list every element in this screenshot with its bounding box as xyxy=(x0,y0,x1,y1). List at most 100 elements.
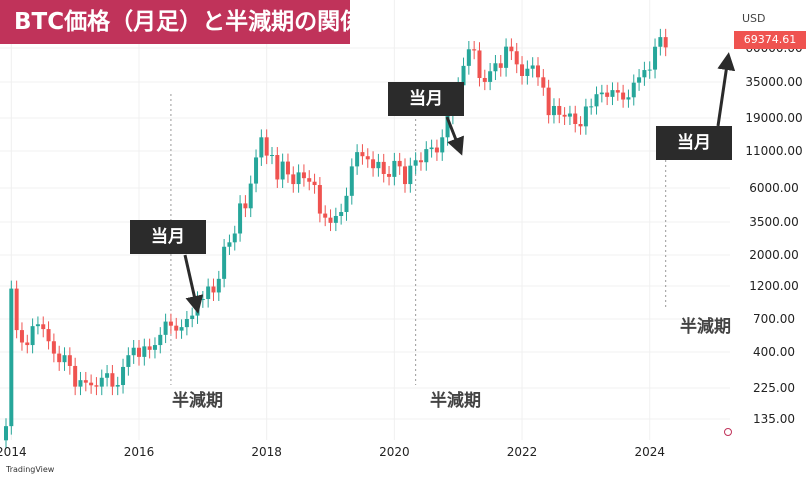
candle-body xyxy=(19,330,24,343)
candle-body xyxy=(642,70,647,78)
y-tick-label: 6000.00 xyxy=(749,181,799,195)
candle-body xyxy=(126,355,131,367)
candle-body xyxy=(466,49,471,66)
last-price-tag: 69374.61 xyxy=(734,31,806,49)
candle-body xyxy=(605,92,610,97)
candle-body xyxy=(376,161,381,169)
candle-body xyxy=(434,147,439,153)
callout-2016: 当月 xyxy=(130,220,206,254)
x-tick-label: 2024 xyxy=(634,445,665,459)
y-tick-label: 3500.00 xyxy=(749,215,799,229)
candle-body xyxy=(493,63,498,72)
callout-arrows xyxy=(183,52,736,314)
candle-body xyxy=(567,113,572,117)
candle-body xyxy=(328,217,333,223)
candle-body xyxy=(9,288,14,427)
candle-body xyxy=(408,165,413,185)
candle-body xyxy=(184,319,189,328)
candle-body xyxy=(631,82,636,98)
y-tick-label: 2000.00 xyxy=(749,248,799,262)
candle-body xyxy=(387,173,392,177)
candle-body xyxy=(94,385,99,387)
callout-arrow xyxy=(716,52,736,127)
candle-body xyxy=(429,147,434,150)
candle-body xyxy=(381,161,386,174)
candle-body xyxy=(152,345,157,350)
candle-body xyxy=(291,174,296,185)
candle-body xyxy=(594,94,599,107)
candle-body xyxy=(440,137,445,153)
candle-body xyxy=(621,92,626,100)
candle-body xyxy=(57,353,62,363)
x-axis-ticks: 2014 2016 2018 2020 2022 2024 xyxy=(0,445,665,459)
x-tick-label: 2022 xyxy=(507,445,538,459)
candle-body xyxy=(525,68,530,76)
x-tick-label: 2014 xyxy=(0,445,27,459)
candle-body xyxy=(25,342,30,346)
candle-body xyxy=(78,380,83,387)
candle-body xyxy=(488,71,493,82)
candle-body xyxy=(14,288,19,331)
candle-body xyxy=(168,321,173,326)
candle-body xyxy=(339,212,344,216)
candle-body xyxy=(477,50,482,78)
candle-body xyxy=(530,65,535,69)
candle-body xyxy=(371,159,376,169)
candle-body xyxy=(254,157,259,184)
y-tick-label: 11000.00 xyxy=(745,144,802,158)
candle-body xyxy=(105,373,110,378)
candle-body xyxy=(647,69,652,71)
candle-body xyxy=(83,380,88,383)
candle-body xyxy=(557,105,562,115)
candle-body xyxy=(243,203,248,209)
candle-body xyxy=(312,181,317,186)
candle-body xyxy=(536,65,540,78)
candle-body xyxy=(333,215,338,223)
candle-body xyxy=(163,321,168,335)
candle-body xyxy=(392,160,397,177)
candle-body xyxy=(461,65,466,86)
candle-body xyxy=(445,115,450,138)
candle-body xyxy=(546,87,551,116)
candle-body xyxy=(211,286,216,293)
candle-body xyxy=(67,355,72,366)
callout-2024: 当月 xyxy=(656,126,732,160)
halving-label-2024: 半減期 xyxy=(680,317,731,337)
candle-body xyxy=(131,347,136,356)
candle-body xyxy=(541,77,546,88)
candle-body xyxy=(509,46,514,52)
candle-body xyxy=(573,113,578,125)
candle-body xyxy=(360,152,365,157)
candle-body xyxy=(653,46,658,70)
halving-label-2016: 半減期 xyxy=(172,391,223,411)
candle-body xyxy=(413,160,418,166)
candle-body xyxy=(589,106,594,108)
candle-body xyxy=(179,327,184,331)
candle-body xyxy=(115,385,120,387)
candle-body xyxy=(248,183,253,209)
candle-body xyxy=(137,347,141,357)
candle-body xyxy=(158,334,163,346)
candle-body xyxy=(472,49,477,51)
candle-body xyxy=(663,37,668,48)
candle-body xyxy=(424,149,429,163)
x-tick-label: 2018 xyxy=(251,445,282,459)
candle-body xyxy=(270,155,274,157)
candle-body xyxy=(285,161,290,175)
candle-body xyxy=(280,161,285,180)
candle-body xyxy=(89,382,94,386)
x-tick-label: 2020 xyxy=(379,445,410,459)
settings-icon[interactable] xyxy=(724,428,732,436)
candle-body xyxy=(562,114,567,117)
candle-body xyxy=(498,63,503,68)
candle-body xyxy=(73,365,78,387)
candle-body xyxy=(583,106,588,127)
y-tick-label: 400.00 xyxy=(753,345,795,359)
chart-title: BTC価格（月足）と半減期の関係 xyxy=(0,0,363,44)
candle-body xyxy=(35,324,40,327)
y-tick-label: 700.00 xyxy=(753,312,795,326)
candle-body xyxy=(365,156,370,160)
candle-body xyxy=(62,355,67,363)
callout-2020: 当月 xyxy=(388,82,464,116)
